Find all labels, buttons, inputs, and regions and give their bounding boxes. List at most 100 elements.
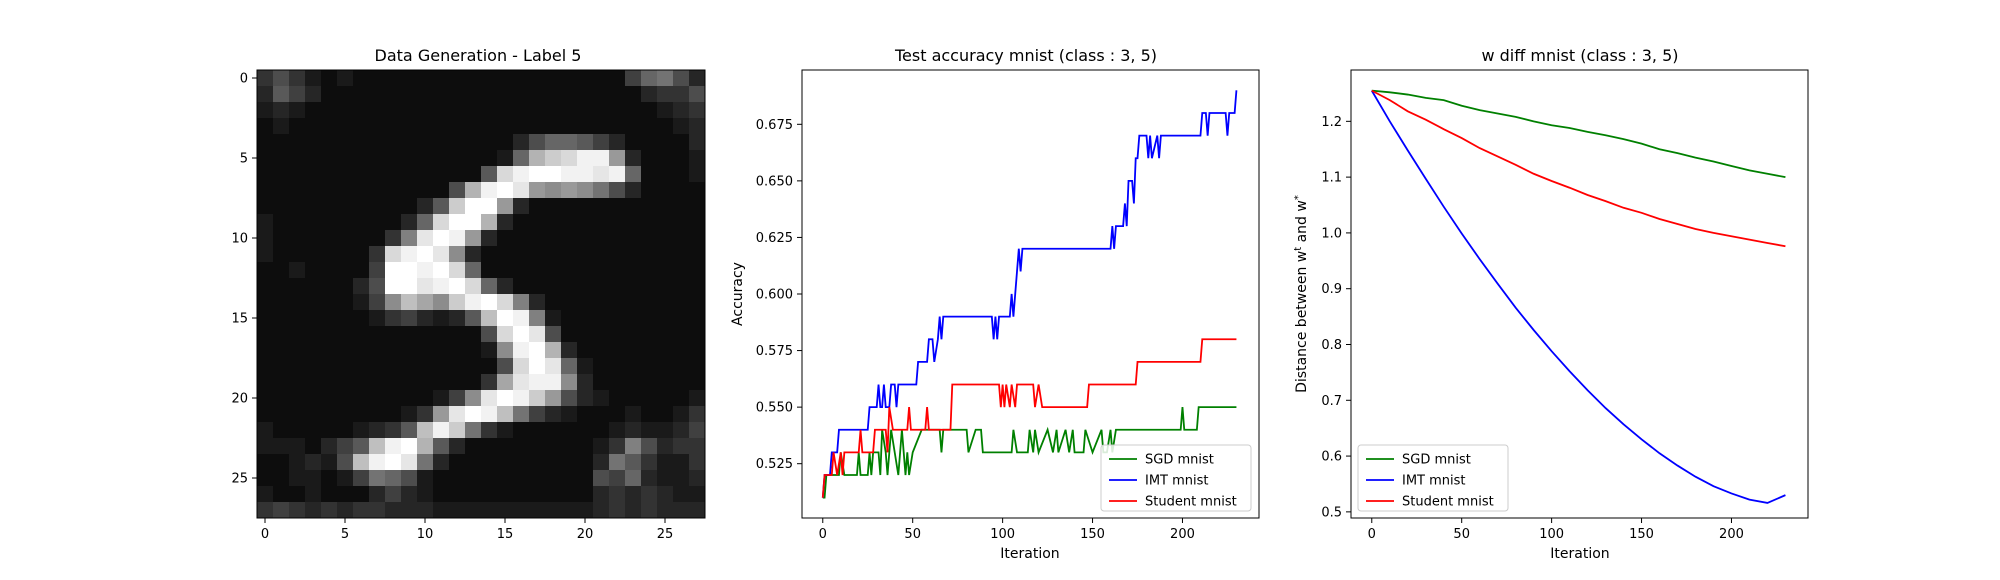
pixel-cell (369, 358, 386, 375)
pixel-cell (337, 70, 354, 87)
pixel-cell (433, 262, 450, 279)
pixel-cell (401, 230, 418, 247)
pixel-cell (257, 182, 274, 199)
pixel-cell (529, 86, 546, 103)
pixel-cell (401, 262, 418, 279)
pixel-cell (689, 374, 706, 391)
pixel-cell (593, 70, 610, 87)
pixel-cell (273, 102, 290, 119)
pixel-cell (385, 342, 402, 359)
pixel-cell (529, 182, 546, 199)
legend-box (1357, 444, 1509, 512)
pixel-cell (545, 182, 562, 199)
pixel-cell (593, 214, 610, 231)
pixel-cell (273, 374, 290, 391)
pixel-cell (305, 86, 322, 103)
pixel-cell (625, 230, 642, 247)
pixel-cell (353, 390, 370, 407)
pixel-cell (689, 134, 706, 151)
pixel-cell (545, 438, 562, 455)
pixel-cell (353, 502, 370, 519)
pixel-cell (593, 294, 610, 311)
pixel-cell (593, 150, 610, 167)
pixel-cell (369, 70, 386, 87)
pixel-cell (385, 230, 402, 247)
pixel-cell (561, 342, 578, 359)
pixel-cell (513, 278, 530, 295)
pixel-cell (689, 70, 706, 87)
pixel-cell (625, 294, 642, 311)
pixel-cell (609, 486, 626, 503)
pixel-cell (289, 198, 306, 215)
pixel-cell (305, 422, 322, 439)
accuracy-x-label: Iteration (1000, 546, 1059, 562)
pixel-cell (577, 390, 594, 407)
pixel-cell (625, 390, 642, 407)
y-tick-label: 0.675 (756, 118, 793, 133)
pixel-cell (289, 102, 306, 119)
pixel-cell (257, 86, 274, 103)
pixel-cell (433, 86, 450, 103)
pixel-cell (321, 422, 338, 439)
pixel-cell (385, 502, 402, 519)
pixel-cell (289, 454, 306, 471)
pixel-cell (337, 310, 354, 327)
pixel-cell (497, 86, 514, 103)
y-tick-label: 5 (240, 152, 248, 167)
pixel-cell (385, 86, 402, 103)
pixel-cell (561, 358, 578, 375)
pixel-cell (577, 502, 594, 519)
x-tick-label: 5 (341, 527, 349, 542)
pixel-cell (689, 454, 706, 471)
pixel-cell (673, 486, 690, 503)
pixel-cell (577, 102, 594, 119)
pixel-cell (577, 182, 594, 199)
pixel-cell (449, 342, 466, 359)
pixel-cell (273, 406, 290, 423)
pixel-cell (641, 150, 658, 167)
pixel-cell (417, 486, 434, 503)
pixel-cell (481, 294, 498, 311)
pixel-cell (401, 166, 418, 183)
pixel-cell (561, 422, 578, 439)
pixel-cell (689, 182, 706, 199)
pixel-cell (673, 182, 690, 199)
pixel-cell (337, 166, 354, 183)
pixel-cell (289, 326, 306, 343)
pixel-cell (401, 374, 418, 391)
pixel-cell (465, 374, 482, 391)
pixel-cell (273, 118, 290, 135)
pixel-cell (433, 438, 450, 455)
pixel-cell (417, 70, 434, 87)
pixel-cell (337, 502, 354, 519)
pixel-cell (433, 102, 450, 119)
pixel-cell (561, 326, 578, 343)
pixel-cell (385, 374, 402, 391)
accuracy-y-label: Accuracy (730, 262, 746, 326)
pixel-cell (481, 182, 498, 199)
pixel-cell (689, 422, 706, 439)
pixel-cell (449, 374, 466, 391)
pixel-cell (545, 214, 562, 231)
pixel-cell (465, 390, 482, 407)
pixel-cell (641, 422, 658, 439)
pixel-cell (433, 70, 450, 87)
pixel-cell (689, 150, 706, 167)
x-tick-label: 100 (990, 527, 1015, 542)
pixel-cell (353, 422, 370, 439)
pixel-cell (433, 278, 450, 295)
pixel-cell (369, 502, 386, 519)
pixel-cell (369, 342, 386, 359)
pixel-cell (657, 134, 674, 151)
pixel-cell (609, 102, 626, 119)
pixel-cell (449, 86, 466, 103)
pixel-cell (433, 198, 450, 215)
pixel-cell (577, 422, 594, 439)
pixel-cell (337, 134, 354, 151)
pixel-cell (273, 486, 290, 503)
pixel-cell (257, 70, 274, 87)
pixel-cell (353, 342, 370, 359)
y-tick-label: 0.650 (756, 174, 793, 189)
pixel-cell (289, 150, 306, 167)
pixel-cell (401, 102, 418, 119)
